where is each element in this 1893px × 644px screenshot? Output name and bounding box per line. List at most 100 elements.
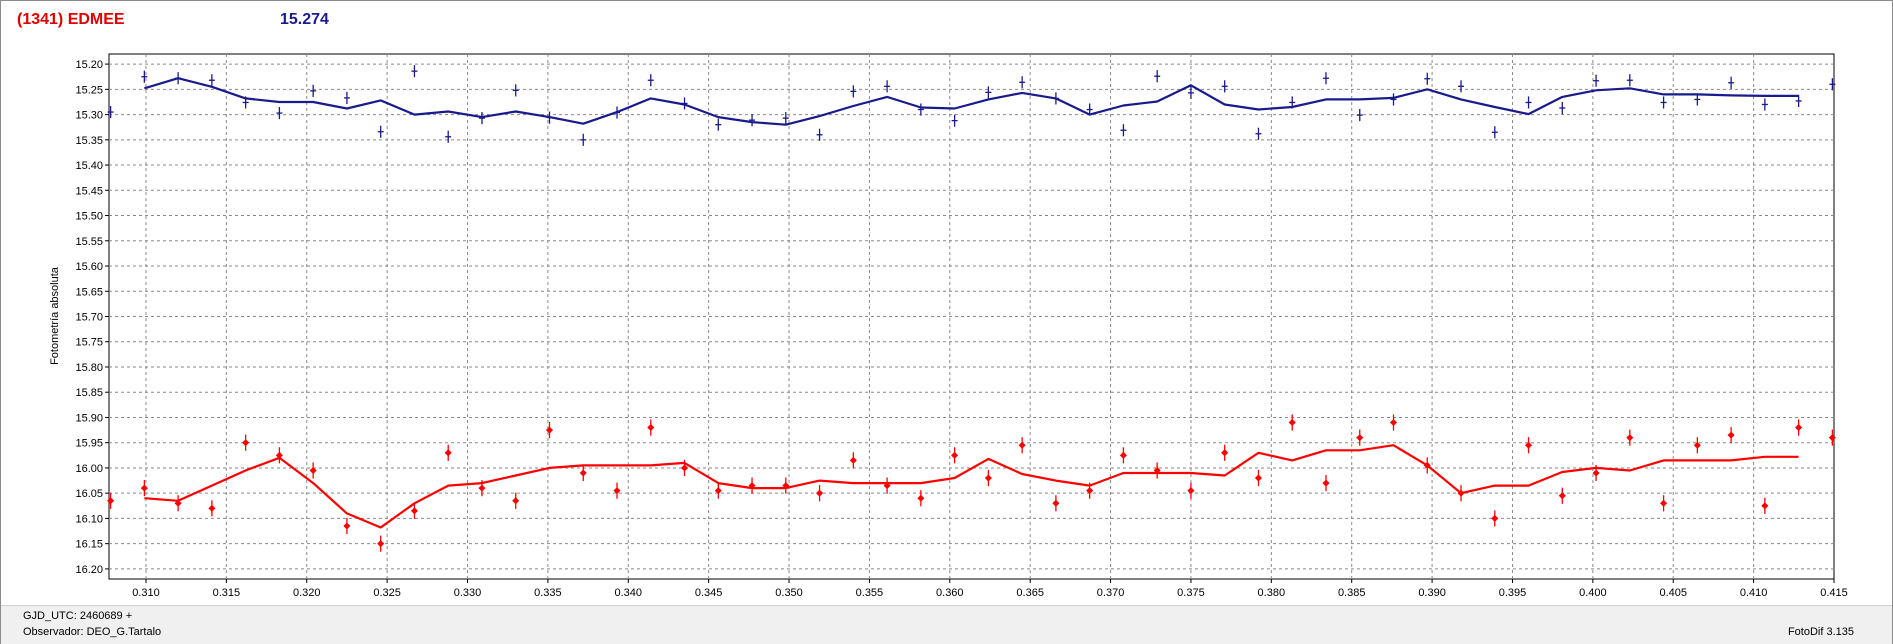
comparison-marker xyxy=(545,426,554,434)
x-tick-label: 0.315 xyxy=(213,587,241,599)
comparison-data-point xyxy=(444,444,452,461)
y-tick-label: 16.10 xyxy=(75,513,103,525)
x-tick-label: 0.400 xyxy=(1579,587,1607,599)
asteroid-data-point xyxy=(310,84,317,97)
comparison-data-point xyxy=(714,482,722,499)
comparison-marker xyxy=(816,489,824,497)
asteroid-data-point xyxy=(1154,70,1161,83)
y-tick-label: 15.40 xyxy=(75,160,103,172)
asteroid-data-point xyxy=(411,65,418,78)
asteroid-data-point xyxy=(445,130,452,143)
comparison-marker xyxy=(377,540,385,548)
comparison-data-point xyxy=(140,480,148,497)
asteroid-data-point xyxy=(1255,127,1262,140)
lightcurve-chart: 0.310 0.315 0.320 0.325 0.330 0.335 0.340 0.345… xyxy=(49,53,1848,599)
y-tick-label: 15.25 xyxy=(75,84,103,96)
asteroid-data-point xyxy=(546,111,553,124)
asteroid-data-point xyxy=(681,97,688,110)
y-tick-label: 15.95 xyxy=(75,438,103,450)
x-tick-label: 0.385 xyxy=(1338,587,1366,599)
comparison-marker xyxy=(579,469,587,477)
comparison-data-point xyxy=(309,462,317,479)
asteroid-data-point xyxy=(816,128,823,141)
comparison-marker xyxy=(782,482,790,490)
comparison-marker xyxy=(140,484,148,492)
comparison-data-point xyxy=(242,434,250,451)
y-axis-ticks: 15.20 15.25 15.30 15.35 15.40 15.45 15.50 15.55… xyxy=(75,59,109,576)
gjd-label: GJD_UTC: 2460689 + xyxy=(23,610,133,622)
comparison-marker xyxy=(275,451,283,459)
asteroid-data-point xyxy=(614,106,621,119)
asteroid-data-point xyxy=(107,105,114,119)
y-tick-label: 15.20 xyxy=(75,59,103,71)
x-tick-label: 0.405 xyxy=(1659,587,1687,599)
comparison-marker xyxy=(647,424,655,432)
comparison-series xyxy=(107,414,1836,552)
asteroid-data-point xyxy=(512,84,519,97)
x-tick-label: 0.340 xyxy=(615,587,643,599)
x-tick-label: 0.365 xyxy=(1016,587,1044,599)
comparison-marker xyxy=(512,497,520,505)
x-tick-label: 0.375 xyxy=(1177,587,1205,599)
asteroid-data-point xyxy=(1728,76,1735,89)
y-tick-label: 15.80 xyxy=(75,362,103,374)
x-tick-label: 0.325 xyxy=(373,587,401,599)
comparison-data-point xyxy=(883,477,891,494)
comparison-fit-line xyxy=(144,444,1799,529)
comparison-data-point xyxy=(410,502,418,519)
x-tick-label: 0.310 xyxy=(132,587,160,599)
asteroid-data-point xyxy=(580,133,587,146)
asteroid-data-point xyxy=(715,118,722,131)
y-tick-label: 15.30 xyxy=(75,110,103,122)
comparison-data-point xyxy=(647,419,655,436)
x-tick-label: 0.330 xyxy=(454,587,482,599)
y-tick-label: 15.85 xyxy=(75,387,103,399)
comparison-data-point xyxy=(984,469,992,487)
asteroid-data-point xyxy=(1795,94,1802,108)
comparison-marker xyxy=(883,482,891,490)
asteroid-data-point xyxy=(749,114,756,127)
asteroid-data-point xyxy=(478,112,485,125)
comparison-marker xyxy=(309,466,317,475)
x-tick-label: 0.395 xyxy=(1499,587,1527,599)
comparison-data-point xyxy=(782,477,790,494)
series-layer xyxy=(107,65,1836,552)
x-tick-label: 0.360 xyxy=(936,587,964,599)
comparison-data-point xyxy=(816,485,824,502)
y-tick-label: 15.35 xyxy=(75,135,103,147)
asteroid-data-point xyxy=(1221,80,1228,93)
y-tick-label: 15.50 xyxy=(75,211,103,223)
asteroid-data-point xyxy=(1052,92,1059,105)
asteroid-data-point xyxy=(377,125,384,138)
comparison-data-point xyxy=(613,482,621,499)
x-tick-label: 0.370 xyxy=(1097,587,1125,599)
y-tick-label: 15.55 xyxy=(75,236,103,248)
comparison-data-point xyxy=(343,517,351,535)
asteroid-fit-line xyxy=(144,77,1799,126)
y-tick-label: 16.05 xyxy=(75,488,103,500)
comparison-data-point xyxy=(208,500,216,517)
comparison-marker xyxy=(951,451,959,459)
asteroid-data-point xyxy=(1660,96,1667,109)
x-tick-label: 0.320 xyxy=(293,587,321,599)
y-tick-label: 15.45 xyxy=(75,185,103,197)
software-label: FotoDif 3.135 xyxy=(1787,626,1854,638)
comparison-marker xyxy=(410,507,418,515)
mean-magnitude: 15.274 xyxy=(280,11,329,28)
asteroid-data-point xyxy=(242,96,249,109)
asteroid-data-point xyxy=(647,74,654,87)
x-tick-label: 0.345 xyxy=(695,587,723,599)
asteroid-data-point xyxy=(1019,76,1026,89)
y-tick-label: 15.90 xyxy=(75,412,103,424)
x-tick-label: 0.355 xyxy=(856,587,884,599)
comparison-marker xyxy=(444,449,452,457)
status-footer: GJD_UTC: 2460689 + Observador: DEO_G.Tar… xyxy=(1,605,1892,644)
comparison-marker xyxy=(1018,441,1026,449)
observer-label: Observador: DEO_G.Tartalo xyxy=(23,626,162,638)
plot-area-frame xyxy=(108,53,1835,580)
comparison-data-point xyxy=(377,535,385,552)
comparison-marker xyxy=(174,499,182,507)
asteroid-data-point xyxy=(141,70,148,83)
comparison-data-point xyxy=(512,492,520,509)
